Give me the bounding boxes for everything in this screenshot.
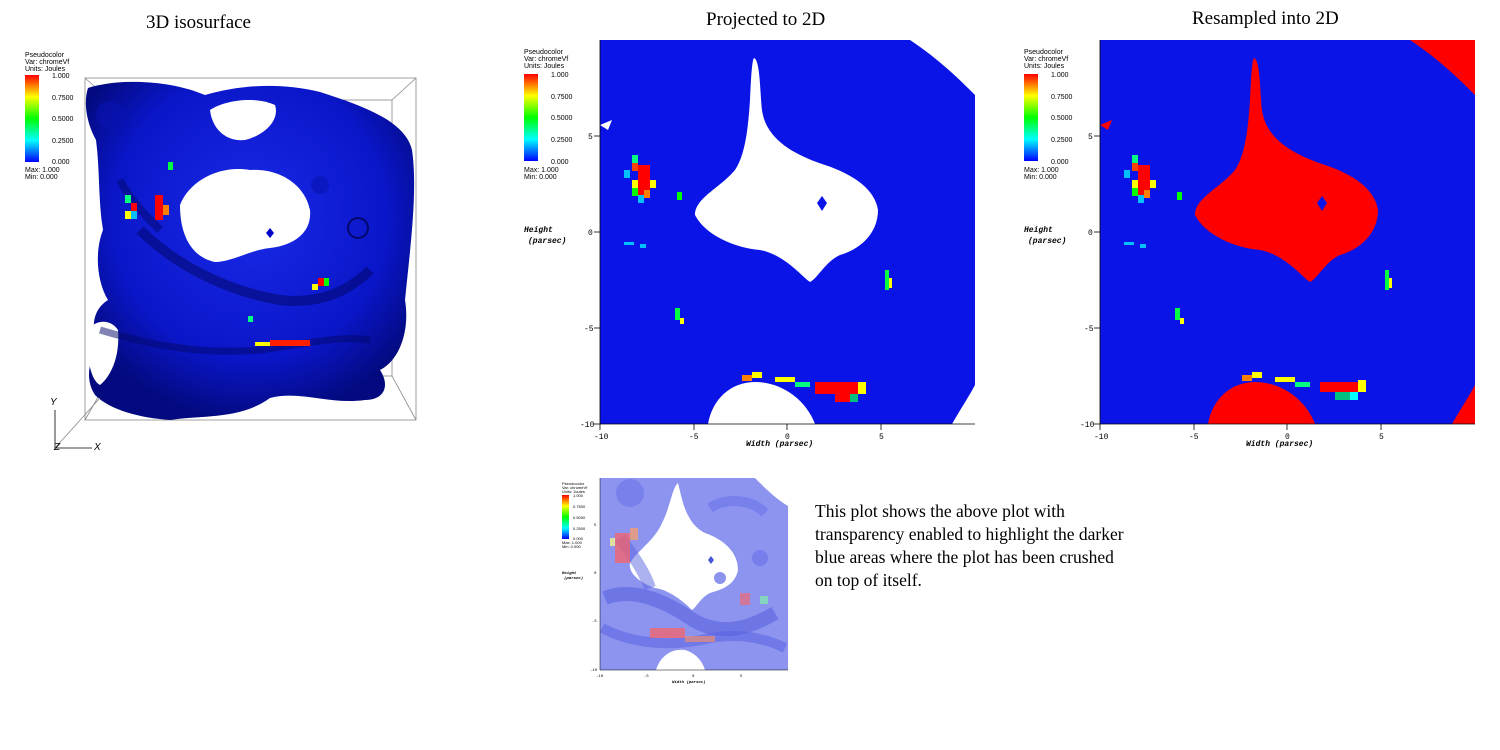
svg-text:0: 0 — [1088, 229, 1093, 238]
svg-text:1.000: 1.000 — [52, 73, 70, 80]
svg-text:0: 0 — [692, 675, 695, 679]
svg-text:-5: -5 — [689, 433, 699, 442]
svg-text:Units: Joules: Units: Joules — [524, 63, 565, 70]
svg-text:Pseudocolor: Pseudocolor — [562, 481, 585, 486]
svg-text:1.000: 1.000 — [551, 72, 569, 79]
svg-text:Var: chromeVf: Var: chromeVf — [25, 59, 69, 66]
svg-text:Pseudocolor: Pseudocolor — [524, 49, 564, 56]
svg-text:Max: 1.000: Max: 1.000 — [562, 540, 583, 545]
svg-text:5: 5 — [879, 433, 884, 442]
svg-text:5: 5 — [588, 133, 593, 142]
svg-text:-5: -5 — [592, 620, 597, 624]
projected-plot: Pseudocolor Var: chromeVf Units: Joules … — [524, 40, 975, 449]
svg-text:-10: -10 — [590, 669, 598, 673]
svg-text:0.000: 0.000 — [1051, 159, 1069, 166]
panel2-title: Projected to 2D — [706, 9, 826, 30]
svg-text:5: 5 — [594, 524, 597, 528]
svg-text:-5: -5 — [1189, 433, 1199, 442]
svg-text:-5: -5 — [1084, 325, 1094, 334]
svg-text:Min: 0.000: Min: 0.000 — [25, 174, 58, 181]
svg-text:X: X — [93, 442, 101, 453]
svg-text:0.5000: 0.5000 — [52, 116, 74, 123]
svg-text:Var: chromeVf: Var: chromeVf — [1024, 56, 1068, 63]
svg-text:1.000: 1.000 — [573, 493, 584, 498]
svg-text:(parsec): (parsec) — [1028, 237, 1066, 246]
svg-text:Y: Y — [50, 397, 58, 408]
svg-text:Height: Height — [562, 571, 577, 576]
svg-text:Min: 0.000: Min: 0.000 — [562, 544, 581, 549]
svg-text:-10: -10 — [594, 433, 609, 442]
transparency-thumbnail: Pseudocolor Var: chromeVf Units: Joules … — [562, 478, 788, 685]
svg-text:-5: -5 — [584, 325, 594, 334]
svg-text:Min: 0.000: Min: 0.000 — [524, 174, 557, 181]
colorbar-legend: Pseudocolor Var: chromeVf Units: Joules … — [562, 481, 588, 549]
panel1-title: 3D isosurface — [146, 12, 251, 33]
transparent-field — [599, 478, 788, 670]
isosurface-shape — [85, 81, 415, 420]
svg-text:0.000: 0.000 — [551, 159, 569, 166]
svg-text:Height: Height — [1024, 226, 1053, 235]
svg-text:0.2500: 0.2500 — [573, 526, 586, 531]
svg-text:0.2500: 0.2500 — [551, 137, 573, 144]
svg-text:Var: chromeVf: Var: chromeVf — [562, 485, 588, 490]
projected-field — [600, 40, 975, 424]
svg-text:Units: Joules: Units: Joules — [25, 66, 66, 73]
svg-text:0.5000: 0.5000 — [573, 515, 586, 520]
svg-text:Units: Joules: Units: Joules — [1024, 63, 1065, 70]
explanation-caption: This plot shows the above plot with tran… — [815, 501, 1124, 590]
svg-text:0.000: 0.000 — [573, 536, 584, 541]
svg-text:Max: 1.000: Max: 1.000 — [1024, 167, 1059, 174]
svg-text:Max: 1.000: Max: 1.000 — [524, 167, 559, 174]
svg-text:-10: -10 — [1094, 433, 1109, 442]
svg-text:Min: 0.000: Min: 0.000 — [1024, 174, 1057, 181]
svg-text:Width (parsec): Width (parsec) — [672, 680, 706, 685]
isosurface-panel: Pseudocolor Var: chromeVf Units: Joules … — [25, 52, 417, 453]
axes — [1094, 40, 1475, 430]
svg-text:5: 5 — [1379, 433, 1384, 442]
resampled-plot: Pseudocolor Var: chromeVf Units: Joules … — [1024, 40, 1475, 449]
svg-text:(parsec): (parsec) — [564, 576, 583, 581]
svg-text:5: 5 — [740, 675, 743, 679]
axes — [599, 478, 788, 671]
svg-text:0.5000: 0.5000 — [1051, 115, 1073, 122]
colorbar-legend: Pseudocolor Var: chromeVf Units: Joules … — [524, 49, 573, 181]
svg-text:Z: Z — [53, 442, 61, 453]
svg-text:0.5000: 0.5000 — [551, 115, 573, 122]
svg-text:0.7500: 0.7500 — [551, 94, 573, 101]
svg-text:Width (parsec): Width (parsec) — [746, 440, 813, 449]
svg-text:Pseudocolor: Pseudocolor — [25, 52, 65, 59]
svg-text:Units: Joules: Units: Joules — [562, 489, 585, 494]
axes — [594, 40, 975, 430]
svg-text:0.7500: 0.7500 — [1051, 94, 1073, 101]
resampled-field — [1100, 40, 1475, 424]
svg-text:Width (parsec): Width (parsec) — [1246, 440, 1313, 449]
svg-text:0.2500: 0.2500 — [52, 138, 74, 145]
svg-text:0.7500: 0.7500 — [573, 504, 586, 509]
svg-text:Var: chromeVf: Var: chromeVf — [524, 56, 568, 63]
svg-text:Height: Height — [524, 226, 553, 235]
svg-text:-10: -10 — [596, 675, 604, 679]
svg-text:0.7500: 0.7500 — [52, 95, 74, 102]
svg-text:(parsec): (parsec) — [528, 237, 566, 246]
svg-text:0.2500: 0.2500 — [1051, 137, 1073, 144]
svg-text:0: 0 — [785, 433, 790, 442]
svg-text:0: 0 — [1285, 433, 1290, 442]
svg-text:-10: -10 — [1080, 421, 1095, 430]
svg-text:0.000: 0.000 — [52, 159, 70, 166]
svg-text:5: 5 — [1088, 133, 1093, 142]
svg-text:-10: -10 — [580, 421, 595, 430]
svg-text:Max: 1.000: Max: 1.000 — [25, 167, 60, 174]
colorbar-legend: Pseudocolor Var: chromeVf Units: Joules … — [25, 52, 74, 181]
svg-text:Pseudocolor: Pseudocolor — [1024, 49, 1064, 56]
svg-text:0: 0 — [588, 229, 593, 238]
svg-text:-5: -5 — [644, 675, 649, 679]
svg-text:1.000: 1.000 — [1051, 72, 1069, 79]
panel3-title: Resampled into 2D — [1192, 8, 1339, 29]
colorbar-legend: Pseudocolor Var: chromeVf Units: Joules … — [1024, 49, 1073, 181]
axis-triad: Y Z X — [50, 397, 101, 453]
svg-text:0: 0 — [594, 572, 597, 576]
